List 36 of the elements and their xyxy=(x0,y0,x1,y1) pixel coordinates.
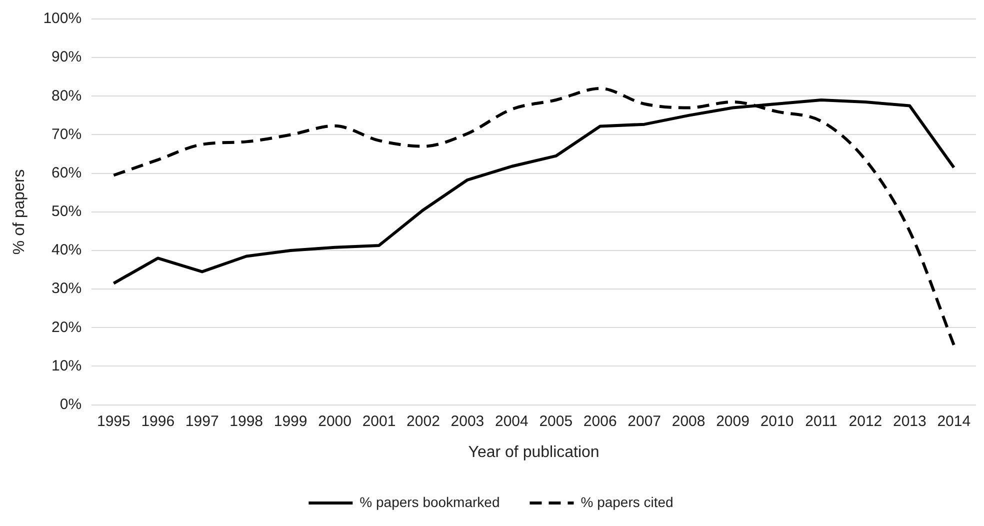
y-tick-label: 90% xyxy=(52,48,82,66)
x-tick-label: 2002 xyxy=(406,412,440,430)
x-tick-label: 2011 xyxy=(805,412,838,430)
y-tick-label: 60% xyxy=(52,164,82,182)
y-tick-label: 10% xyxy=(52,357,82,374)
y-tick-label: 100% xyxy=(43,10,82,28)
legend-label: % papers bookmarked xyxy=(360,494,500,510)
x-tick-label: 2014 xyxy=(937,412,971,430)
x-tick-label: 2005 xyxy=(539,412,573,430)
x-tick-label: 2004 xyxy=(494,412,528,430)
line-series xyxy=(112,86,956,346)
x-axis-title: Year of publication xyxy=(468,444,600,461)
y-tick-label: 40% xyxy=(52,242,82,259)
x-tick-label: 2010 xyxy=(760,412,794,430)
y-tick-label: 80% xyxy=(52,87,82,104)
x-tick-label: 1999 xyxy=(274,412,308,430)
y-tick-label: 20% xyxy=(52,318,82,336)
legend-label: % papers cited xyxy=(580,494,674,510)
y-tick-label: 0% xyxy=(60,396,82,413)
x-tick-label: 1997 xyxy=(185,412,219,430)
x-tick-label: 2000 xyxy=(318,412,352,430)
x-tick-label: 2003 xyxy=(450,412,484,430)
x-tick-label: 2013 xyxy=(892,412,926,430)
x-tick-label: 2007 xyxy=(628,412,662,430)
x-tick-label: 2012 xyxy=(848,412,882,430)
x-tick-label: 1995 xyxy=(96,412,130,430)
x-tick-label: 2008 xyxy=(672,412,706,430)
x-tick-label: 1996 xyxy=(141,412,175,430)
y-axis-title: % of papers xyxy=(11,169,28,255)
x-tick-label: 2006 xyxy=(583,412,617,430)
x-tick-label: 2001 xyxy=(362,412,396,430)
x-tick-label: 1998 xyxy=(230,412,264,430)
y-tick-label: 70% xyxy=(52,126,82,143)
x-tick-label: 2009 xyxy=(716,412,750,430)
y-tick-label: 50% xyxy=(52,203,82,220)
y-tick-label: 30% xyxy=(52,280,82,298)
